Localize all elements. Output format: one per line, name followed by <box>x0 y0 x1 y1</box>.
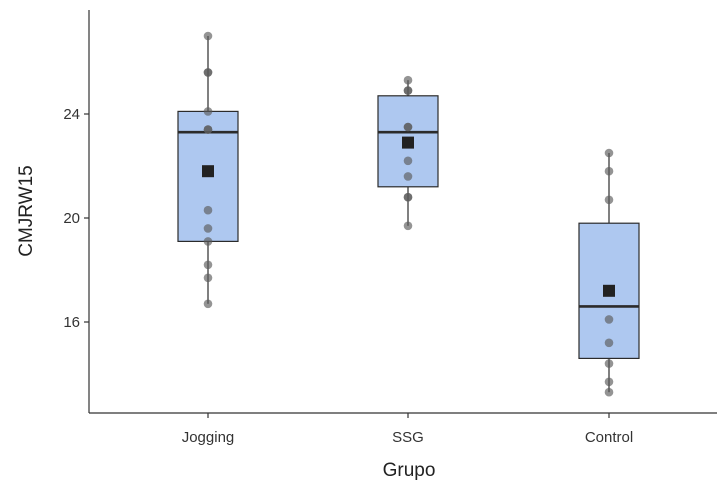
data-point <box>604 338 614 348</box>
x-tick-label: Control <box>585 429 633 446</box>
data-point <box>203 31 213 41</box>
x-axis-title: Grupo <box>383 460 436 481</box>
y-tick-label: 24 <box>63 106 80 123</box>
data-point <box>203 205 213 215</box>
data-point <box>203 273 213 283</box>
y-axis-title: CMJRW15 <box>16 165 37 257</box>
data-point <box>203 224 213 233</box>
data-point <box>403 122 413 132</box>
data-point <box>403 86 413 95</box>
data-point <box>604 166 614 176</box>
data-point <box>604 315 614 324</box>
data-point <box>604 377 614 387</box>
data-point <box>604 195 614 205</box>
x-tick-label: SSG <box>392 429 424 446</box>
data-point <box>203 237 213 246</box>
data-point <box>203 260 213 270</box>
y-tick-label: 16 <box>63 314 80 331</box>
data-point <box>203 125 213 134</box>
x-tick-label: Jogging <box>182 429 235 446</box>
data-point <box>403 192 413 202</box>
mean-marker <box>402 136 414 149</box>
data-point <box>403 75 413 85</box>
data-point <box>604 387 614 397</box>
y-tick-label: 20 <box>63 210 80 227</box>
data-point <box>403 156 413 166</box>
data-point <box>203 68 213 77</box>
mean-marker <box>202 165 214 178</box>
data-point <box>403 221 413 231</box>
data-point <box>203 299 213 309</box>
data-point <box>203 107 213 116</box>
data-point <box>604 359 614 368</box>
mean-marker <box>603 284 615 297</box>
data-point <box>403 172 413 181</box>
data-point <box>604 148 614 158</box>
